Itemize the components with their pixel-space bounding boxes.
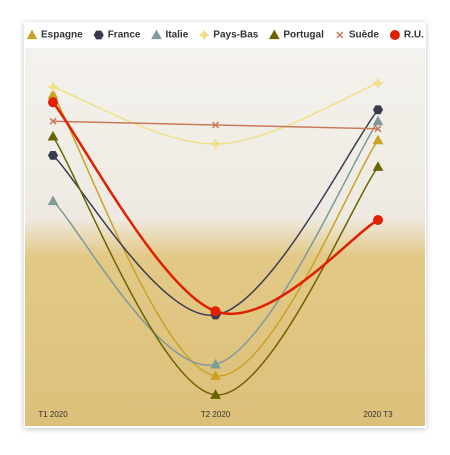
marker	[198, 29, 210, 41]
marker	[210, 370, 221, 380]
legend-label: Espagne	[41, 30, 83, 41]
x-tick-label: T1 2020	[38, 410, 68, 419]
marker	[210, 306, 221, 317]
marker	[374, 125, 382, 133]
marker	[49, 117, 57, 125]
marker	[211, 121, 220, 129]
marker	[372, 161, 384, 171]
legend-label: R.U.	[404, 30, 424, 41]
marker	[47, 151, 59, 160]
marker	[268, 29, 280, 40]
legend: Espagne France Italie Pays-Bas Portugal Suède…	[26, 29, 424, 41]
x-tick-label: T2 2020	[201, 410, 231, 419]
legend-label: Italie	[165, 30, 188, 41]
marker	[151, 29, 162, 40]
marker	[47, 81, 59, 93]
legend-label: France	[108, 30, 141, 41]
marker	[209, 138, 222, 150]
marker	[210, 358, 221, 369]
legend-label: Portugal	[283, 30, 324, 41]
marker	[336, 31, 344, 39]
plot-area: T1 2020 T2 2020 2020 T3	[38, 77, 393, 419]
legend-label: Pays-Bas	[213, 30, 258, 41]
plot-background	[25, 48, 425, 426]
x-tick-label: 2020 T3	[363, 410, 393, 419]
marker	[389, 30, 400, 40]
marker	[210, 389, 221, 399]
legend-label: Suède	[349, 30, 379, 41]
marker	[373, 215, 383, 225]
marker	[372, 105, 384, 115]
marker	[93, 30, 104, 40]
marker	[47, 195, 59, 206]
marker	[372, 77, 384, 89]
marker	[372, 134, 384, 145]
marker	[372, 115, 384, 126]
marker	[48, 97, 58, 108]
marker	[26, 29, 38, 40]
marker	[47, 130, 59, 141]
